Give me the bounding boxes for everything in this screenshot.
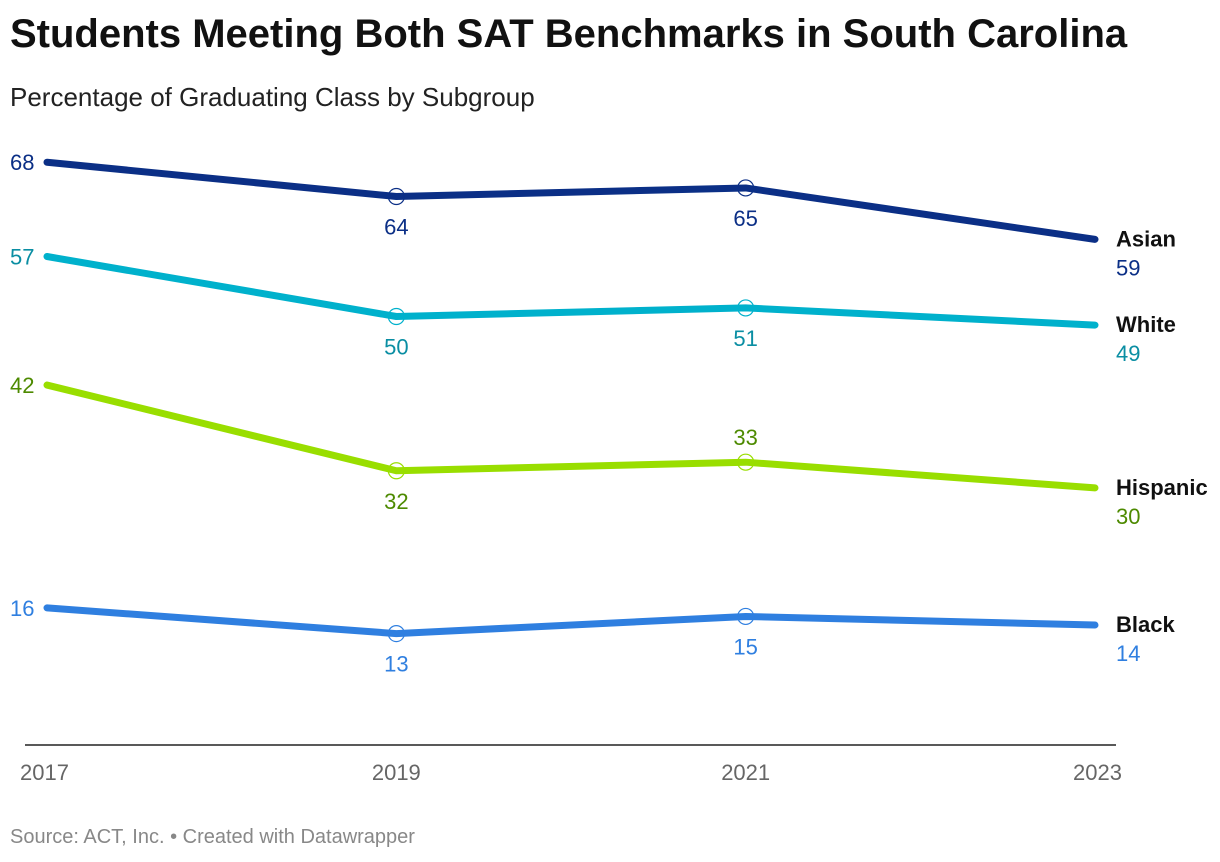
x-tick-label: 2021 [721,760,770,785]
data-label: 64 [384,215,408,240]
series-label: Asian [1116,226,1176,251]
series-line [43,253,1099,329]
data-label: 32 [384,489,408,514]
data-point [737,299,755,317]
source-note: Source: ACT, Inc. • Created with Datawra… [10,826,415,848]
data-label: 51 [733,326,757,351]
series-line [43,604,1099,638]
data-label: 57 [10,245,34,270]
data-point [387,307,405,326]
data-label: 65 [733,206,757,231]
data-point [387,462,405,480]
series-line [43,381,1099,492]
data-label: 30 [1116,504,1140,529]
data-label: 42 [10,373,34,398]
series-line [43,158,1099,243]
series-label: Black [1116,612,1175,637]
x-tick-label: 2017 [20,760,69,785]
x-tick-label: 2023 [1073,760,1122,785]
data-label: 33 [733,425,757,450]
chart-subtitle: Percentage of Graduating Class by Subgro… [10,82,535,112]
data-label: 14 [1116,641,1140,666]
data-point [737,179,755,197]
data-label: 59 [1116,255,1140,280]
data-label: 49 [1116,341,1140,366]
data-point [737,607,755,626]
data-point [737,453,755,471]
data-point [387,187,405,206]
chart-title: Students Meeting Both SAT Benchmarks in … [10,12,1128,56]
data-label: 68 [10,150,34,175]
series-label: White [1116,312,1176,337]
data-label: 16 [10,596,34,621]
data-point [387,624,405,643]
series-label: Hispanic [1116,475,1208,500]
x-tick-label: 2019 [372,760,421,785]
data-label: 13 [384,652,408,677]
data-label: 50 [384,335,408,360]
data-label: 15 [733,634,757,659]
